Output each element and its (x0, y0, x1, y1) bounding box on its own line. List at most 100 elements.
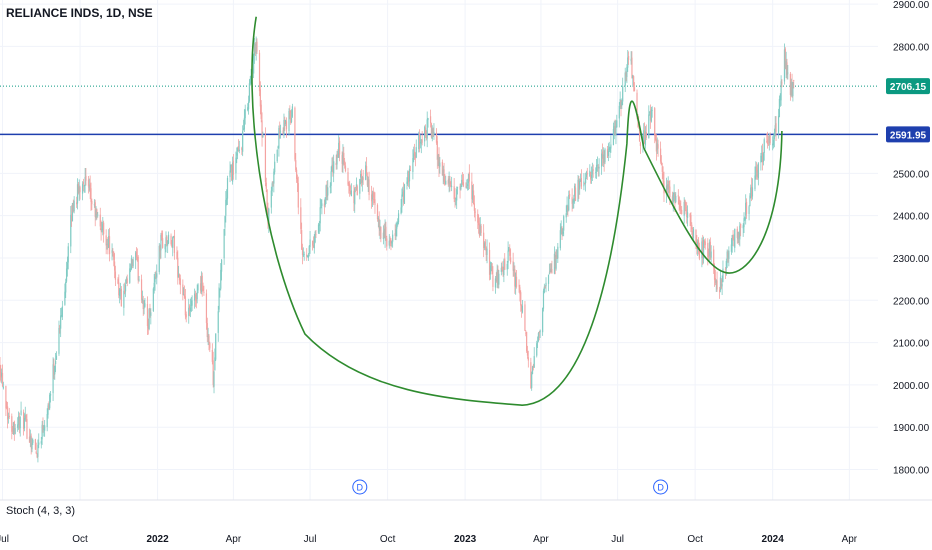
candle-body (70, 214, 72, 247)
candle-body (247, 107, 249, 111)
candle (26, 413, 28, 440)
candle (46, 408, 48, 432)
candle-body (242, 128, 245, 130)
candle (103, 220, 105, 243)
candle-body (726, 251, 728, 260)
candle-body (242, 131, 244, 152)
candle (716, 271, 718, 292)
candle (303, 251, 305, 261)
y-tick-label: 2200.00 (893, 296, 930, 307)
candle-body (254, 43, 256, 53)
x-tick-label: Jul (304, 534, 317, 545)
candle-body (509, 249, 511, 256)
candle (710, 245, 712, 263)
candle (190, 297, 192, 313)
candle-body (624, 72, 626, 86)
stoch-indicator-label[interactable]: Stoch (4, 3, 3) (6, 505, 76, 517)
candle (650, 106, 652, 123)
candle (70, 206, 72, 254)
candle-body (290, 110, 292, 123)
candle (201, 272, 203, 297)
candle-body (401, 194, 403, 208)
candle (660, 155, 663, 166)
candle (715, 279, 717, 292)
candle-body (318, 223, 320, 226)
candle (454, 188, 456, 208)
candle-body (496, 270, 498, 282)
candle (120, 286, 122, 307)
candle (36, 453, 38, 459)
candle (61, 300, 63, 321)
candle-body (643, 130, 645, 139)
candle-body (88, 186, 90, 188)
candle-body (744, 217, 746, 220)
candle-body (681, 209, 683, 215)
candle-body (87, 179, 90, 187)
candle-body (144, 303, 146, 307)
candle (477, 209, 479, 230)
candle (473, 195, 475, 218)
candle (415, 139, 417, 159)
candle (537, 332, 540, 343)
candle-body (329, 185, 331, 188)
candle (761, 145, 763, 163)
candle (596, 156, 599, 172)
candle-body (579, 179, 582, 182)
candle (349, 185, 352, 195)
candle-body (314, 231, 316, 243)
time-axis[interactable]: Jul Oct 2022 Apr Jul Oct 2023 Apr Jul Oct 2024 Apr (0, 534, 858, 545)
candle (509, 244, 511, 261)
candle-body (332, 165, 334, 173)
candle (506, 260, 508, 276)
candle (288, 108, 290, 136)
candle (560, 220, 562, 235)
candle (413, 143, 416, 160)
candle (414, 152, 417, 167)
candle-body (485, 248, 487, 255)
candle (490, 262, 492, 272)
candle (467, 178, 469, 191)
candle (326, 181, 328, 201)
candle-body (261, 120, 263, 138)
candle (184, 288, 186, 320)
candle-body (662, 173, 664, 182)
candle (88, 178, 90, 192)
candle (574, 183, 576, 204)
candle (719, 269, 722, 293)
candle-body (42, 425, 44, 430)
candle-body (200, 277, 202, 293)
candle (598, 158, 600, 177)
candle (448, 171, 450, 193)
candle (680, 200, 682, 215)
candle (579, 178, 581, 195)
candle-body (320, 207, 322, 209)
candle (483, 224, 485, 258)
candle (301, 243, 304, 265)
price-axis[interactable]: 2900.00 2800.00 2500.00 2400.00 2300.00 2200.… (893, 0, 930, 476)
candle-body (279, 131, 282, 133)
candle-body (394, 233, 396, 236)
candle (483, 241, 486, 251)
candle (466, 179, 468, 189)
candle-body (477, 213, 479, 223)
candle-body (382, 232, 384, 239)
candle-body (14, 428, 16, 435)
candle-body (253, 54, 255, 74)
dividend-marker[interactable]: D (653, 479, 669, 495)
candle (370, 185, 373, 209)
candle-body (172, 237, 174, 248)
candle (479, 217, 481, 236)
candle-body (793, 80, 795, 82)
candle-body (89, 184, 91, 191)
candle (515, 272, 517, 295)
candle-body (597, 166, 599, 168)
candle (720, 278, 722, 290)
candle-body (406, 181, 408, 184)
candle (550, 263, 552, 273)
chart-title: RELIANCE INDS, 1D, NSE (6, 6, 153, 20)
candle (661, 162, 663, 180)
dividend-marker[interactable]: D (352, 479, 368, 495)
candle-body (226, 198, 228, 201)
candle-body (165, 237, 167, 244)
